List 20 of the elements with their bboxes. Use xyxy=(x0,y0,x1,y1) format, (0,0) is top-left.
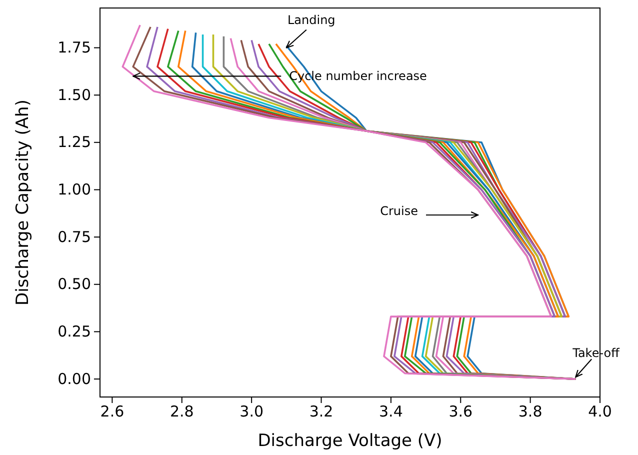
x-tick-label: 3.4 xyxy=(379,402,403,421)
x-tick-label: 3.6 xyxy=(448,402,473,421)
y-tick-label: 0.00 xyxy=(58,370,91,388)
y-axis-title: Discharge Capacity (Ah) xyxy=(13,100,33,306)
y-tick-label: 0.25 xyxy=(58,322,91,340)
annotation: Cruise xyxy=(380,204,418,218)
x-tick-label: 3.8 xyxy=(518,402,542,421)
x-tick-label: 2.8 xyxy=(170,402,194,421)
y-tick-label: 0.75 xyxy=(58,228,91,246)
x-tick-label: 4.0 xyxy=(588,402,612,421)
y-tick-label: 1.50 xyxy=(58,86,91,104)
x-tick-label: 2.6 xyxy=(100,402,124,421)
y-tick-label: 0.50 xyxy=(58,275,91,294)
x-tick-label: 3.0 xyxy=(240,402,264,421)
x-tick-label: 3.2 xyxy=(309,402,334,421)
x-axis-title: Discharge Voltage (V) xyxy=(258,431,442,451)
y-tick-label: 1.75 xyxy=(58,38,91,57)
y-tick-label: 1.25 xyxy=(58,133,91,152)
y-tick-label: 1.00 xyxy=(58,180,91,199)
annotation: Landing xyxy=(287,12,336,27)
